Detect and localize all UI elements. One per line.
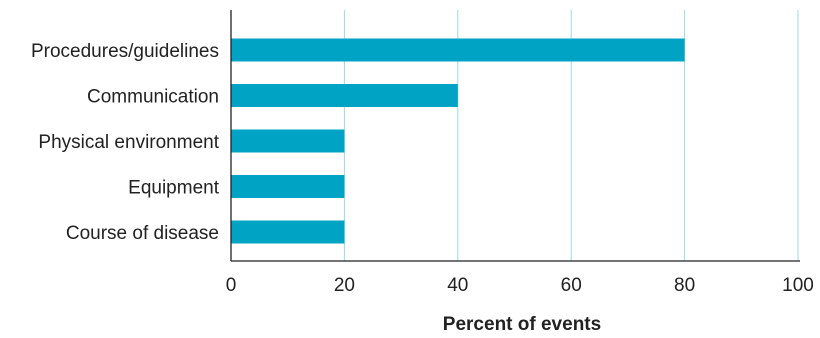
x-tick-label: 0 bbox=[226, 275, 237, 296]
category-label: Procedures/guidelines bbox=[31, 41, 219, 62]
bar-equipment bbox=[231, 175, 345, 198]
x-tick-label: 80 bbox=[674, 275, 695, 296]
category-labels: Procedures/guidelines Communication Physic… bbox=[31, 41, 220, 244]
category-label: Physical environment bbox=[38, 132, 219, 153]
x-tick-label: 40 bbox=[447, 275, 468, 296]
x-tick-label: 20 bbox=[334, 275, 355, 296]
axes bbox=[230, 10, 800, 262]
category-label: Course of disease bbox=[66, 223, 219, 244]
x-tick-labels: 0 20 40 60 80 100 bbox=[226, 275, 814, 296]
bars bbox=[231, 38, 685, 244]
bar-procedures-guidelines bbox=[231, 38, 685, 62]
bar-physical-environment bbox=[231, 129, 345, 153]
x-tick-label: 60 bbox=[561, 275, 582, 296]
category-label: Equipment bbox=[128, 178, 220, 199]
bar-course-of-disease bbox=[231, 220, 345, 244]
category-label: Communication bbox=[87, 87, 219, 108]
x-tick-label: 100 bbox=[782, 275, 814, 296]
x-axis-title: Percent of events bbox=[443, 314, 601, 335]
bar-communication bbox=[231, 84, 458, 107]
